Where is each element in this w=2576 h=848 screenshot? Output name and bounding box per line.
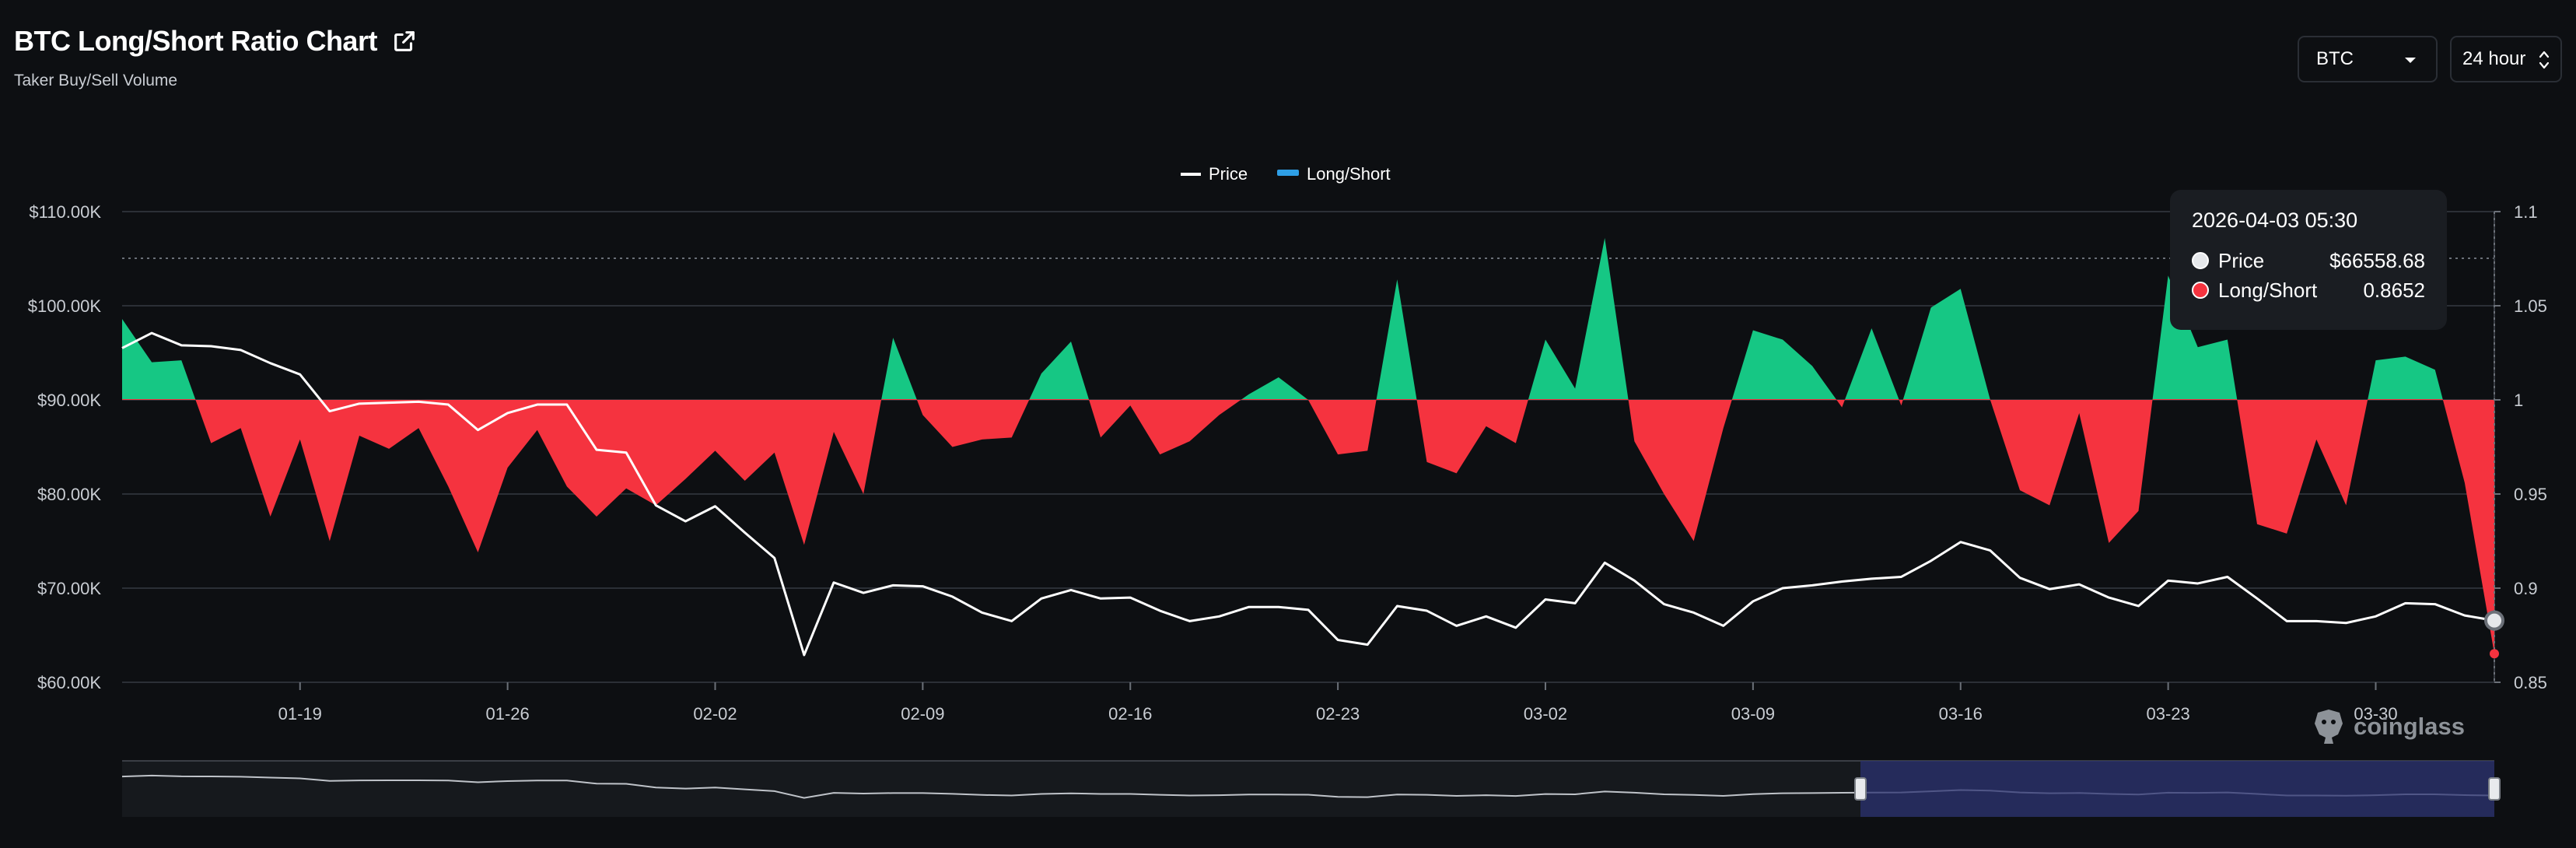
- x-axis: 01-19 01-26 02-02 02-09 02-16 02-23 03-02 03-09…: [278, 682, 2398, 724]
- hover-price-point: [2484, 610, 2504, 631]
- tooltip-label: Long/Short: [2218, 278, 2318, 302]
- long-short-area: [122, 237, 2494, 654]
- price-series: [121, 331, 2495, 657]
- y-right-tick-label: 1.1: [2514, 202, 2538, 222]
- legend-price-label: Price: [1209, 164, 1248, 184]
- long-short-dot-icon: [2192, 282, 2209, 299]
- legend-long-short-label: Long/Short: [1307, 164, 1391, 184]
- tooltip-value: 0.8652: [2363, 278, 2425, 302]
- price-dot-icon: [2192, 252, 2209, 269]
- interval-select-value: 24 hour: [2462, 48, 2526, 69]
- navigator-handle: [1854, 777, 1867, 801]
- range-navigator[interactable]: [121, 760, 2501, 817]
- tooltip-row-price: Price $66558.68: [2192, 248, 2425, 272]
- y-right-tick-label: 0.85: [2514, 673, 2547, 692]
- x-tick-label: 03-30: [2354, 704, 2397, 724]
- external-link-icon[interactable]: [391, 28, 418, 54]
- x-tick-label: 02-23: [1316, 704, 1360, 724]
- interval-select[interactable]: 24 hour: [2450, 36, 2562, 82]
- x-tick-label: 02-02: [693, 704, 737, 724]
- chart-header: BTC Long/Short Ratio Chart: [14, 25, 418, 58]
- y-right-tick-label: 1.05: [2514, 296, 2547, 316]
- tooltip-row-long-short: Long/Short 0.8652: [2192, 278, 2425, 302]
- x-tick-label: 01-19: [278, 704, 322, 724]
- hover-ratio-point: [2490, 649, 2499, 659]
- y-tick-label: $80.00K: [37, 485, 101, 504]
- tooltip-date: 2026-04-03 05:30: [2192, 208, 2358, 232]
- chart-tooltip: 2026-04-03 05:30 Price $66558.68 Long/Sh…: [2170, 190, 2447, 330]
- x-tick-label: 03-23: [2146, 704, 2189, 724]
- x-tick-label: 02-09: [901, 704, 944, 724]
- up-down-chevron-icon: [2539, 51, 2550, 69]
- brand-name: coinglass: [2354, 713, 2465, 740]
- coin-select[interactable]: BTC: [2298, 36, 2438, 82]
- y-tick-label: $90.00K: [37, 391, 101, 410]
- y-tick-label: $110.00K: [29, 202, 101, 222]
- chevron-down-icon: [2405, 58, 2416, 63]
- x-tick-label: 03-16: [1939, 704, 1983, 724]
- long-area: [122, 237, 2443, 399]
- y-tick-label: $100.00K: [28, 296, 102, 316]
- page-title: BTC Long/Short Ratio Chart: [14, 25, 377, 57]
- y-tick-label: $70.00K: [37, 579, 101, 598]
- x-tick-label: 02-16: [1108, 704, 1152, 724]
- chart-legend: Price Long/Short: [1181, 164, 1391, 184]
- coin-select-value: BTC: [2316, 48, 2354, 69]
- tooltip-label: Price: [2218, 248, 2265, 272]
- x-tick-label: 01-26: [485, 704, 529, 724]
- navigator-handle: [2488, 777, 2501, 801]
- x-tick-label: 03-09: [1731, 704, 1775, 724]
- y-axis-left: $110.00K $100.00K $90.00K $80.00K $70.00K $60…: [28, 202, 102, 692]
- coinglass-logo-icon: [2315, 710, 2343, 744]
- legend-long-short-swatch: [1277, 170, 1299, 176]
- short-area: [122, 399, 2494, 654]
- tooltip-value: $66558.68: [2329, 248, 2425, 272]
- y-right-tick-label: 1: [2514, 391, 2523, 410]
- y-tick-label: $60.00K: [37, 673, 101, 692]
- coinglass-logo: coinglass: [2312, 708, 2465, 745]
- navigator-window: [1860, 761, 2494, 817]
- y-right-tick-label: 0.9: [2514, 579, 2538, 598]
- page-subtitle: Taker Buy/Sell Volume: [14, 72, 178, 89]
- y-right-tick-label: 0.95: [2514, 485, 2547, 504]
- price-line: [121, 331, 2495, 657]
- x-tick-label: 03-02: [1524, 704, 1567, 724]
- hover-marker: [2484, 212, 2504, 682]
